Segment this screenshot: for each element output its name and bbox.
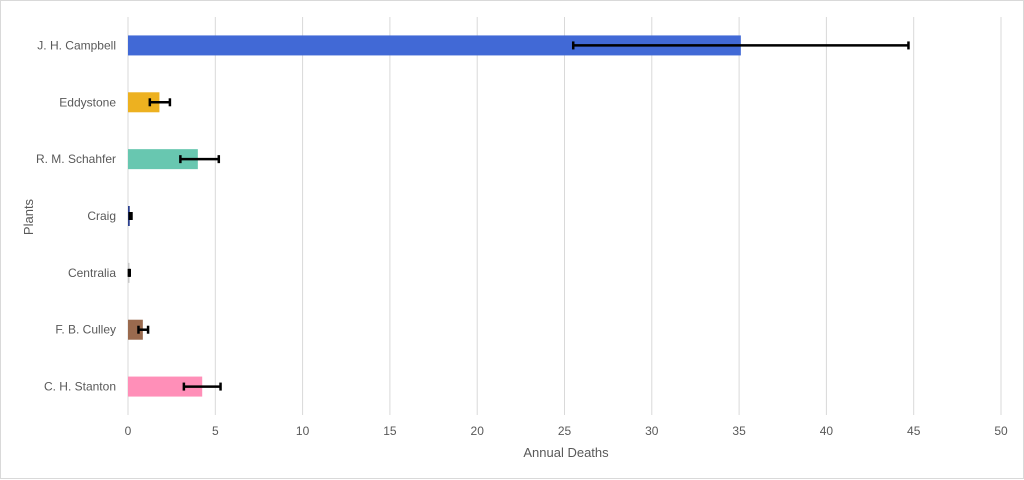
x-tick-label: 0 [125, 424, 132, 438]
x-tick-label: 10 [296, 424, 310, 438]
y-tick-label: R. M. Schahfer [36, 152, 116, 166]
x-tick-label: 20 [471, 424, 485, 438]
bar [128, 35, 741, 56]
bar [128, 319, 143, 340]
y-axis-title: Plants [21, 198, 36, 235]
y-tick-label: Eddystone [59, 95, 116, 109]
x-tick-label: 35 [732, 424, 746, 438]
bar-layer [128, 35, 741, 397]
bar [128, 376, 203, 397]
bar [128, 149, 198, 170]
y-tick-labels: J. H. Campbell Eddystone R. M. Schahfer Cra… [36, 38, 116, 393]
y-tick-label: C. H. Stanton [44, 380, 116, 394]
y-tick-label: Centralia [68, 266, 116, 280]
grid-layer [127, 17, 1002, 415]
bar [128, 92, 160, 113]
x-tick-label: 15 [383, 424, 397, 438]
x-axis-title: Annual Deaths [523, 445, 609, 460]
y-tick-label: F. B. Culley [55, 323, 116, 337]
x-tick-label: 25 [558, 424, 572, 438]
x-tick-labels: 0 5 10 15 20 25 30 35 40 45 50 [125, 424, 1008, 438]
x-tick-label: 45 [907, 424, 921, 438]
error-bar-layer [127, 41, 910, 391]
y-tick-label: J. H. Campbell [37, 38, 116, 52]
x-tick-label: 30 [645, 424, 659, 438]
x-tick-label: 40 [820, 424, 834, 438]
x-tick-label: 5 [212, 424, 219, 438]
x-tick-label: 50 [994, 424, 1008, 438]
y-tick-label: Craig [87, 209, 116, 223]
